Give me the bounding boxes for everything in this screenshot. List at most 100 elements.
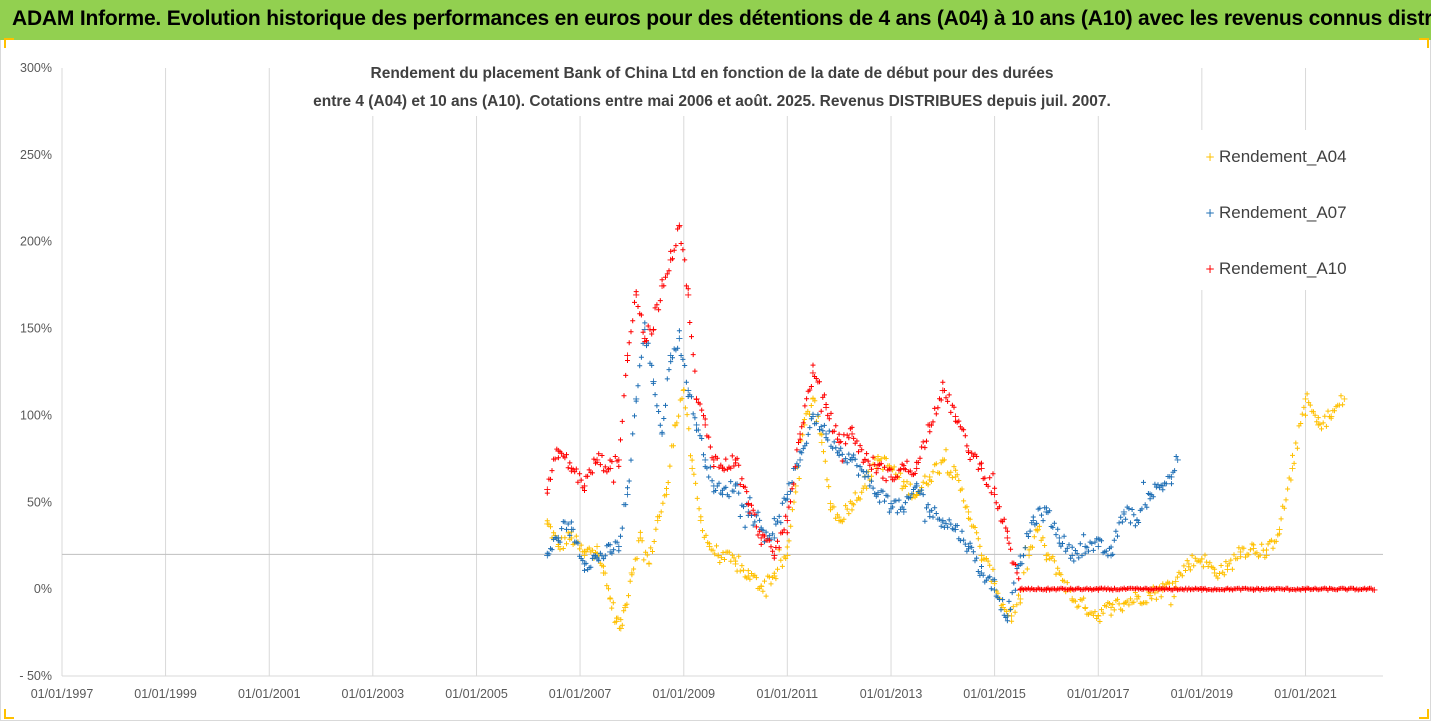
y-tick-label: - 50% [19,669,52,683]
x-tick-label: 01/01/2015 [963,687,1026,701]
data-point: + [913,481,921,492]
data-point: + [623,490,631,501]
x-tick-label: 01/01/2007 [549,687,612,701]
data-point: + [543,484,551,495]
data-point: + [990,585,998,596]
data-point: + [1210,568,1218,579]
data-point: + [1262,550,1270,561]
data-point: + [826,498,834,509]
data-point: + [951,411,959,422]
data-point: + [1016,559,1024,570]
data-point: + [567,533,575,544]
data-point: + [783,490,791,501]
data-point: + [926,507,934,518]
series-Rendement_A04: + + + + + + + + + + + + + + + + + + + + + + + + + + + + + + + + + + + + + + + +… [543,385,1348,634]
data-point: + [926,420,934,431]
data-point: + [692,420,700,431]
data-point: + [848,455,856,466]
data-point: + [757,533,765,544]
data-point: + [580,550,588,561]
data-point: + [641,325,649,336]
data-point: + [887,472,895,483]
chart-title-line-2: entre 4 (A04) et 10 ans (A10). Cotations… [313,93,1111,110]
y-tick-label: 250% [20,148,52,162]
data-point: + [848,498,856,509]
series-Rendement_A07: + + + + + + + + + + + + + + + + + + + + + + + + + + + + + + + + + + + + + + + +… [543,320,1182,624]
data-point: + [1029,516,1037,527]
legend-label: Rendement_A04 [1219,147,1347,166]
data-point: + [783,550,791,561]
data-point: + [809,368,817,379]
x-tick-label: 01/01/2019 [1171,687,1234,701]
data-point: + [1174,455,1182,466]
data-point: + [1016,594,1024,605]
data-point: + [1275,524,1283,535]
data-point: + [641,333,649,344]
data-point: + [1370,585,1378,596]
data-point: + [770,533,778,544]
data-point: + [697,516,705,527]
data-point: + [809,411,817,422]
x-tick-label: 01/01/2021 [1274,687,1337,701]
data-point: + [1003,611,1011,622]
data-point: + [615,542,623,553]
data-point: + [1301,394,1309,405]
data-point: + [990,490,998,501]
y-tick-label: 300% [20,61,52,75]
data-point: + [710,455,718,466]
data-point: + [1167,472,1175,483]
data-point: + [1007,611,1015,622]
data-point: + [688,464,696,475]
data-point: + [705,542,713,553]
data-point: + [800,420,808,431]
data-point: + [861,481,869,492]
data-point: + [1340,394,1348,405]
series-markers [544,224,1376,593]
legend-marker: + [1205,150,1215,164]
data-point: + [999,603,1007,614]
data-point: + [662,490,670,501]
legend-label: Rendement_A10 [1219,259,1347,278]
x-tick-label: 01/01/2001 [238,687,301,701]
data-point: + [1314,420,1322,431]
data-point: + [783,516,791,527]
data-point: + [1288,464,1296,475]
data-point: + [632,290,640,301]
data-point: + [1107,550,1115,561]
data-point: + [543,550,551,561]
data-point: + [667,255,675,266]
x-tick-label: 01/01/2003 [342,687,405,701]
series-markers [544,320,1179,624]
data-point: + [653,516,661,527]
legend-marker: + [1205,262,1215,276]
data-point: + [1223,564,1231,575]
data-point: + [744,571,752,582]
data-point: + [593,542,601,553]
x-tick-label: 01/01/2005 [445,687,508,701]
data-point: + [718,490,726,501]
corner-mark-bottom-left [4,709,14,719]
y-tick-label: 200% [20,235,52,249]
data-point: + [701,455,709,466]
data-point: + [913,464,921,475]
data-point: + [796,429,804,440]
legend-box [1168,130,1380,290]
data-point: + [1159,481,1167,492]
data-point: + [1249,543,1257,554]
data-point: + [818,437,826,448]
data-point: + [684,290,692,301]
data-point: + [1025,550,1033,561]
data-point: + [900,464,908,475]
page-title: ADAM Informe. Evolution historique des p… [12,7,1431,30]
data-point: + [606,547,614,558]
chart-title-background [298,56,1128,116]
data-point: + [822,403,830,414]
data-point: + [580,559,588,570]
y-tick-label: 150% [20,322,52,336]
data-point: + [684,385,692,396]
corner-mark-top-right [1419,38,1429,48]
chart-title-line-1: Rendement du placement Bank of China Ltd… [371,65,1054,82]
data-point: + [1068,550,1076,561]
data-point: + [835,437,843,448]
